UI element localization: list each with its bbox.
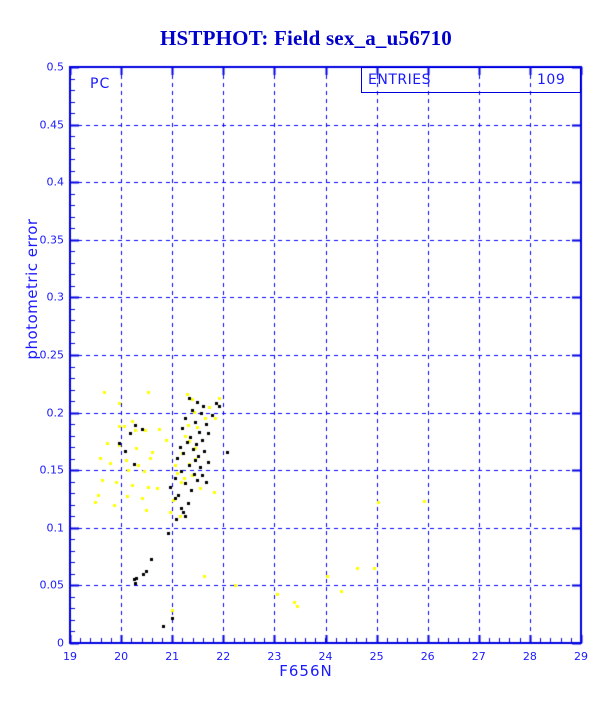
x-tick-label: 28 [522,650,537,663]
y-tick-label: 0.05 [39,578,65,592]
y-tick-label: 0.3 [46,290,65,304]
entries-label: ENTRIES [368,72,431,88]
x-tick-label: 19 [63,650,77,663]
y-tick-label: 0.5 [46,60,65,74]
x-tick-label: 21 [165,650,180,663]
y-tick-label: 0 [57,636,64,650]
y-tick-label: 0.1 [46,521,65,535]
y-tick-label: 0.25 [39,348,65,362]
y-tick-label: 0.45 [39,118,65,132]
panel-label-pc: PC [90,76,111,92]
x-tick-label: 29 [574,650,588,663]
entries-box [361,67,581,93]
x-axis-title: F656N [279,662,333,680]
y-tick-label: 0.35 [39,233,65,247]
x-tick-label: 22 [216,650,231,663]
x-tick-label: 27 [471,650,486,663]
entries-value: 109 [537,72,566,88]
x-tick-label: 26 [420,650,435,663]
y-tick-label: 0.2 [46,406,65,420]
x-tick-label: 23 [267,650,282,663]
x-tick-label: 20 [114,650,129,663]
y-tick-label: 0.4 [46,175,65,189]
x-tick-label: 25 [369,650,384,663]
y-tick-label: 0.15 [39,463,65,477]
y-axis-title: photometric error [23,218,41,360]
x-tick-label: 24 [318,650,333,663]
